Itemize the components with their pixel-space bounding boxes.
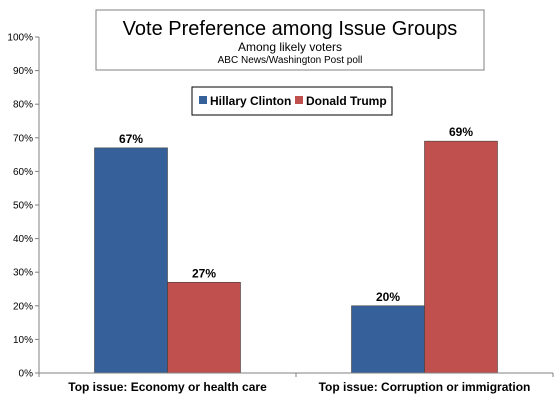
- bar: [424, 140, 498, 374]
- bar-value-label: 69%: [449, 125, 473, 139]
- x-axis: Top issue: Economy or health care Top iss…: [38, 372, 554, 394]
- bar: [167, 281, 241, 374]
- y-tick-label: 60%: [13, 167, 33, 178]
- chart-title: Vote Preference among Issue Groups: [123, 18, 458, 40]
- title-box: Vote Preference among Issue Groups Among…: [95, 9, 485, 71]
- y-axis: 0% 10% 20% 30% 40% 50% 60% 70% 80% 90% 100%: [7, 33, 40, 380]
- legend-swatch-trump: [295, 96, 303, 104]
- bar: [94, 147, 168, 374]
- y-tick-label: 40%: [13, 234, 33, 245]
- title-box-frame: [95, 9, 485, 71]
- bars: 67% 20% 27% 69%: [94, 125, 498, 374]
- x-category-label: Top issue: Economy or health care: [68, 380, 267, 394]
- y-tick-label: 10%: [13, 335, 33, 346]
- legend-label-clinton: Hillary Clinton: [210, 94, 291, 108]
- y-tick-label: 30%: [13, 268, 33, 279]
- legend-swatch-clinton: [199, 96, 207, 104]
- bar: [351, 305, 425, 374]
- y-tick-label: 80%: [13, 100, 33, 111]
- legend: Hillary Clinton Donald Trump: [191, 86, 393, 116]
- chart-source: ABC News/Washington Post poll: [218, 55, 363, 66]
- y-tick-label: 70%: [13, 133, 33, 144]
- x-category-label: Top issue: Corruption or immigration: [319, 380, 531, 394]
- bar-value-label: 20%: [376, 290, 400, 304]
- bar-value-label: 27%: [192, 266, 216, 280]
- y-tick-label: 20%: [13, 301, 33, 312]
- legend-frame: [191, 86, 393, 116]
- bar-value-label: 67%: [119, 132, 143, 146]
- y-tick-label: 50%: [13, 201, 33, 212]
- legend-label-trump: Donald Trump: [306, 94, 387, 108]
- y-tick-label: 0%: [19, 369, 34, 380]
- y-tick-label: 90%: [13, 66, 33, 77]
- y-tick-label: 100%: [7, 33, 33, 44]
- chart-subtitle: Among likely voters: [238, 40, 342, 54]
